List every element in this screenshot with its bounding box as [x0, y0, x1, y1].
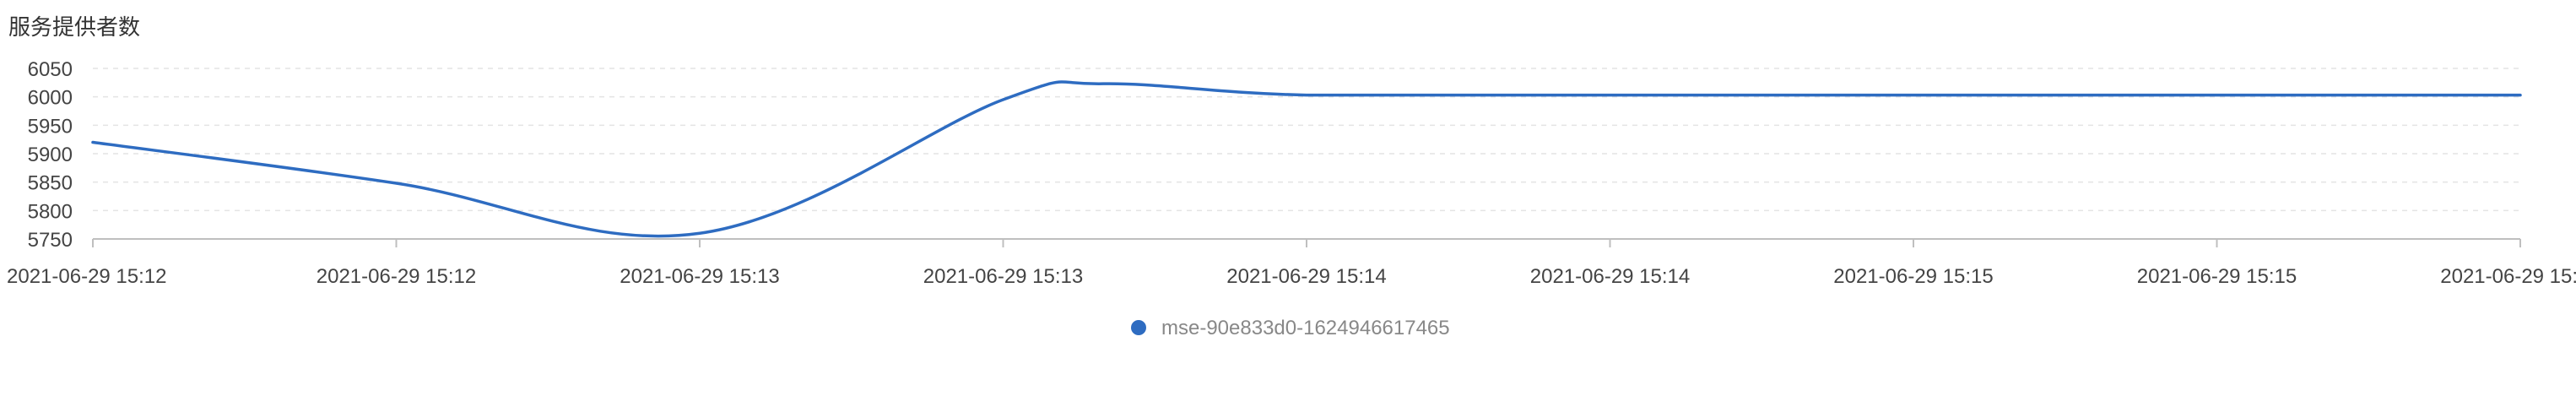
series-line[interactable]	[91, 80, 2522, 238]
y-tick-label: 5950	[28, 115, 73, 138]
x-tick-label: 2021-06-29 15:14	[1530, 265, 1691, 288]
x-axis: 2021-06-29 15:12 2021-06-29 15:12 2021-06-…	[7, 238, 2576, 288]
x-tick-label: 2021-06-29 15:12	[317, 265, 477, 288]
x-tick-label: 2021-06-29 15:15	[1833, 265, 1994, 288]
chart-title: 服务提供者数	[8, 15, 141, 41]
y-tick-label: 5800	[28, 200, 73, 223]
x-tick-label: 2021-06-29 15:12	[7, 265, 167, 288]
x-tick-label: 2021-06-29 15:14	[1226, 265, 1387, 288]
legend-marker-icon	[1131, 320, 1146, 335]
x-tick-label: 2021-06-29 15:13	[620, 265, 780, 288]
y-tick-label: 5850	[28, 172, 73, 195]
legend[interactable]: mse-90e833d0-1624946617465	[1131, 317, 1450, 339]
legend-label: mse-90e833d0-1624946617465	[1161, 317, 1450, 339]
legend-item[interactable]: mse-90e833d0-1624946617465	[1131, 317, 1450, 339]
series-layer	[91, 80, 2522, 238]
x-tick-label: 2021-06-29 15:15	[2137, 265, 2297, 288]
x-tick-label: 2021-06-29 15:15	[2440, 265, 2576, 288]
y-tick-label: 5750	[28, 229, 73, 252]
y-axis: 6050 6000 5950 5900 5850 5800 5750	[28, 58, 73, 252]
grid-lines	[93, 68, 2520, 212]
y-tick-label: 6050	[28, 58, 73, 81]
y-tick-label: 5900	[28, 144, 73, 166]
x-tick-label: 2021-06-29 15:13	[923, 265, 1084, 288]
y-tick-label: 6000	[28, 87, 73, 110]
